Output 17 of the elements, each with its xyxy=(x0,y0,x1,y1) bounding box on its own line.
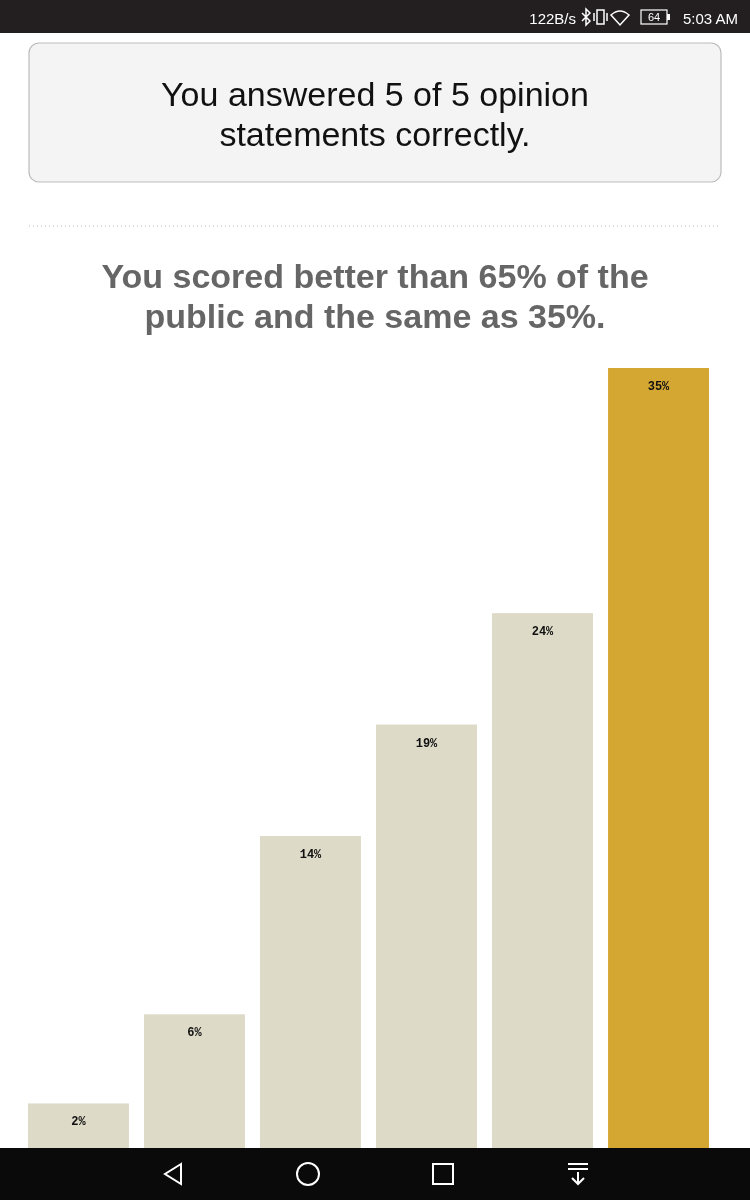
chart-title: You scored better than 65% of the public and the same as 35%. xyxy=(101,257,649,335)
bar xyxy=(260,836,361,1148)
bar xyxy=(28,1103,129,1148)
text: You answered 5 of 5 opinion statements correctly. xyxy=(161,75,589,153)
data-label: 6% xyxy=(187,1026,203,1041)
text: 122B/s xyxy=(529,10,576,27)
data-label: 24% xyxy=(531,625,555,640)
bar xyxy=(608,368,709,1148)
text: 64 xyxy=(647,11,661,23)
data-label: 14% xyxy=(299,848,323,862)
data-label: 19% xyxy=(415,736,439,751)
bar xyxy=(144,1014,245,1148)
data-label: 2% xyxy=(71,1115,87,1130)
bar xyxy=(492,613,593,1148)
text: 5:03 AM xyxy=(682,10,738,27)
bar xyxy=(376,724,477,1148)
data-label: 35% xyxy=(647,380,671,394)
